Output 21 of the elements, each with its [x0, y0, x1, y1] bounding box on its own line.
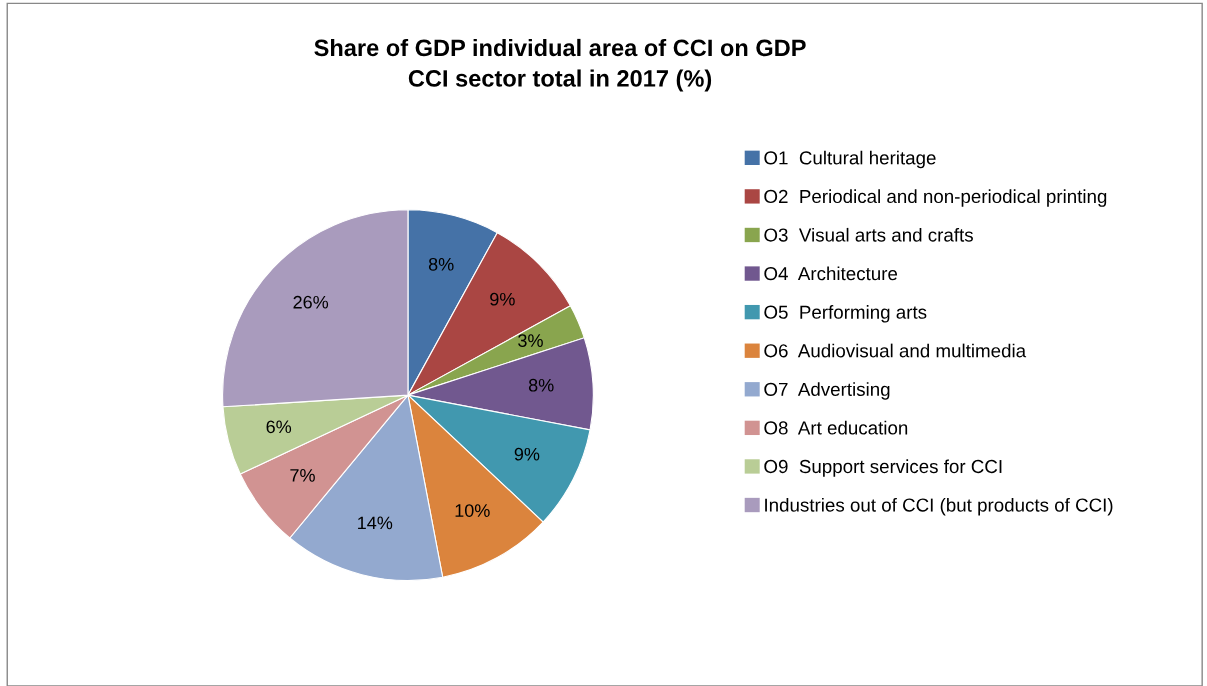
- data-label: 7%: [290, 469, 315, 482]
- legend-label: O7 Advertising: [764, 382, 890, 400]
- legend-label: O1 Cultural heritage: [764, 150, 936, 169]
- data-label: 8%: [528, 378, 554, 392]
- data-label: 6%: [266, 420, 292, 434]
- legend-label: O2 Periodical and non-periodical printing: [764, 189, 1107, 207]
- data-label: 3%: [518, 334, 543, 347]
- data-label: 8%: [428, 257, 454, 271]
- data-label: 9%: [514, 447, 540, 461]
- data-label: 9%: [490, 292, 515, 306]
- data-label: 26%: [293, 295, 329, 309]
- chart-title: Share of GDP individual area of CCI on GDP CCI sector total in 2017 (%): [314, 38, 806, 92]
- legend-label: O9 Support services for CCI: [764, 459, 1002, 477]
- legend-label: Industries out of CCI (but products of CCI): [765, 497, 1113, 516]
- legend-label: O5 Performing arts: [764, 305, 927, 323]
- data-label: 14%: [358, 516, 393, 530]
- legend-label: O3 Visual arts and crafts: [764, 227, 973, 242]
- legend-label: O4 Architecture: [764, 266, 898, 281]
- legend-label: O8 Art education: [764, 420, 908, 435]
- legend-label: O6 Audiovisual and multimedia: [764, 343, 1027, 358]
- data-label: 10%: [455, 504, 490, 517]
